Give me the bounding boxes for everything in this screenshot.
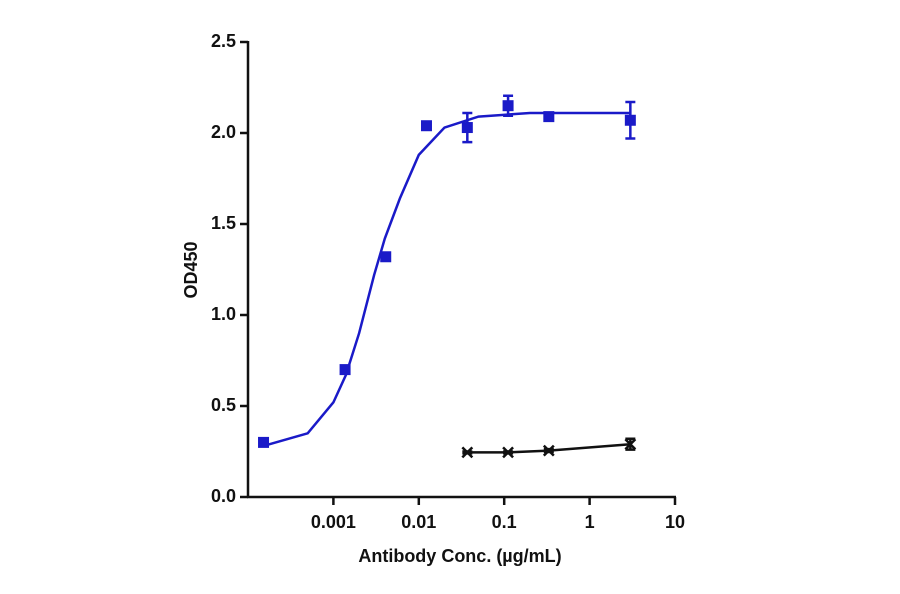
data-point xyxy=(380,251,392,263)
x-tick-label: 0.01 xyxy=(401,512,436,532)
data-point xyxy=(624,438,637,451)
y-tick-label: 1.0 xyxy=(211,304,236,324)
fit-curve xyxy=(262,111,631,448)
series-line xyxy=(467,442,631,454)
data-point xyxy=(461,122,473,134)
data-point xyxy=(461,446,474,459)
x-tick-label: 0.1 xyxy=(492,512,517,532)
data-point xyxy=(543,111,555,123)
x-tick-label: 1 xyxy=(585,512,595,532)
x-axis-title: Antibody Conc. (µg/mL) xyxy=(358,546,561,566)
y-tick-label: 1.5 xyxy=(211,213,236,233)
data-point xyxy=(542,444,555,457)
data-point xyxy=(502,100,514,112)
data-point xyxy=(258,436,270,448)
y-tick-label: 0.5 xyxy=(211,395,236,415)
data-point xyxy=(624,114,636,126)
x-tick-label: 0.001 xyxy=(311,512,356,532)
y-tick-label: 2.5 xyxy=(211,31,236,51)
data-point xyxy=(339,364,351,376)
y-tick-label: 0.0 xyxy=(211,486,236,506)
y-axis-title: OD450 xyxy=(181,241,201,298)
data-point xyxy=(502,446,514,459)
y-tick-label: 2.0 xyxy=(211,122,236,142)
x-tick-label: 10 xyxy=(665,512,685,532)
data-point xyxy=(420,120,432,132)
